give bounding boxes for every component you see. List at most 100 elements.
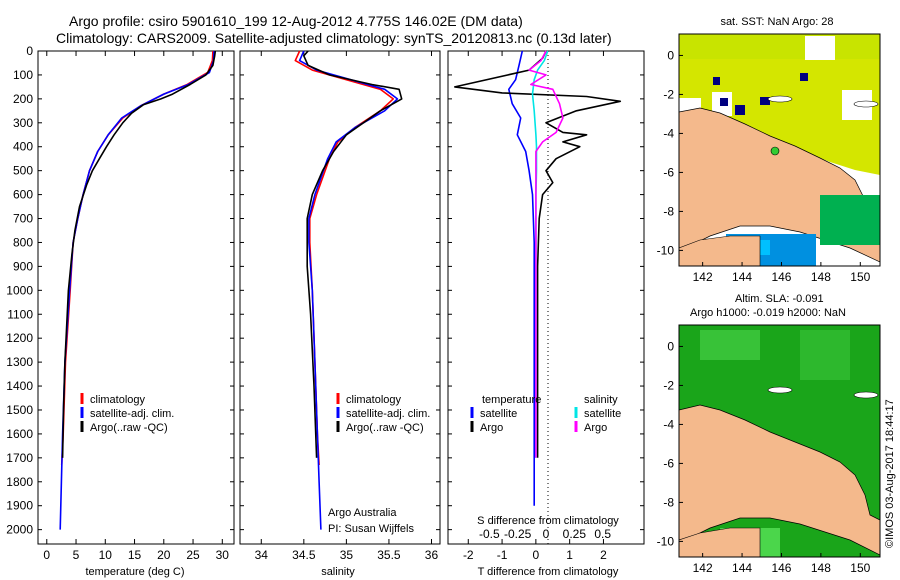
sst-map-title: sat. SST: NaN Argo: 28 (720, 16, 833, 28)
y-tick-label: 100 (13, 68, 33, 82)
y-tick-label: 1600 (6, 427, 33, 441)
x-tick-label: 0 (43, 548, 50, 562)
y-tick-label: 800 (13, 235, 33, 249)
map-x-tick-label: 148 (811, 270, 831, 284)
y-tick-label: 900 (13, 259, 33, 273)
x-tick-label: 34.5 (292, 548, 316, 562)
x-tick-label: 20 (157, 548, 171, 562)
map-y-tick-label: -6 (663, 456, 674, 470)
legend-label: satellite (584, 408, 621, 420)
plot-title-line1: Argo profile: csiro 5901610_199 12-Aug-2… (69, 13, 523, 29)
map-y-tick-label: -2 (663, 378, 674, 392)
y-tick-label: 2000 (6, 523, 33, 537)
x-tick-label: 35.5 (377, 548, 401, 562)
map-x-tick-label: 144 (732, 270, 752, 284)
map-x-tick-label: 146 (771, 270, 791, 284)
x-tick-label: 35 (340, 548, 354, 562)
legend-label: Argo(..raw -QC) (346, 422, 424, 434)
series-line-temperature-satellite (507, 50, 536, 506)
x-tick-label: 1 (566, 548, 573, 562)
series-line-argo-raw-qc- (61, 50, 217, 458)
sst-map: sat. SST: NaN Argo: 28 142 144 146 148 1 (657, 16, 881, 284)
difference-legend: temperature satellite Argo salinity satellit… (470, 394, 621, 434)
sla-land-australia (679, 527, 761, 557)
map-y-tick-label: 0 (667, 48, 674, 62)
map-x-tick-label: 144 (732, 561, 752, 575)
map-y-tick-label: -4 (663, 126, 674, 140)
y-tick-label: 1200 (6, 331, 33, 345)
x-top-tick-label: 0.25 (563, 527, 587, 541)
y-tick-label: 300 (13, 116, 33, 130)
sst-map-ticks: 142 144 146 148 150 0 -2 -4 -6 -8 -10 (657, 48, 871, 284)
sst-cold-cell (735, 105, 745, 115)
legend-label: Argo (584, 422, 607, 434)
map-y-tick-label: -4 (663, 417, 674, 431)
legend-label: satellite-adj. clim. (346, 408, 430, 420)
map-y-tick-label: -6 (663, 165, 674, 179)
x-tick-label: 15 (128, 548, 142, 562)
map-x-tick-label: 142 (693, 270, 713, 284)
legend-label: temperature (482, 394, 541, 406)
sst-band-north (679, 34, 880, 59)
map-y-tick-label: -10 (657, 243, 675, 257)
map-y-tick-label: -8 (663, 495, 674, 509)
map-y-tick-label: 0 (667, 339, 674, 353)
sla-map-title-line2: Argo h1000: -0.019 h2000: NaN (690, 307, 846, 319)
series-line-satellite-adj-clim- (59, 50, 215, 530)
temperature-panel: 0 5 10 15 20 25 300100200300400500600700800900… (6, 44, 235, 578)
y-tick-label: 1000 (6, 283, 33, 297)
y-tick-label: 1800 (6, 475, 33, 489)
temperature-legend: climatology satellite-adj. clim. Argo(..ra… (80, 393, 174, 434)
legend-label: climatology (346, 394, 402, 406)
series-line-satellite-adj-clim- (298, 50, 399, 530)
sst-cold-cell (720, 98, 728, 106)
salinity-annotation-pi: PI: Susan Wijffels (328, 523, 414, 535)
sla-light-patch (800, 330, 850, 380)
legend-label: Argo(..raw -QC) (90, 422, 168, 434)
temperature-series (59, 50, 217, 530)
x-tick-label: -1 (497, 548, 508, 562)
x-tick-label: 36 (425, 548, 439, 562)
sst-cold-cell (800, 73, 808, 81)
y-tick-label: 1100 (7, 307, 33, 321)
legend-label: salinity (584, 394, 618, 406)
salinity-annotation-owner: Argo Australia (328, 507, 397, 519)
salinity-ticks: 34 34.5 35 35.5 36 (240, 50, 440, 562)
map-x-tick-label: 146 (771, 561, 791, 575)
temperature-ticks: 0 5 10 15 20 25 300100200300400500600700800900… (6, 44, 234, 562)
x-tick-label: 34 (255, 548, 269, 562)
series-line-argo-raw-qc- (302, 50, 403, 458)
footer-credit: ©IMOS 03-Aug-2017 18:44:17 (884, 399, 896, 548)
temperature-plot-frame (37, 50, 235, 545)
difference-ticks: -2 -1 0 1 2-0.5 -0.25 0 0.25 0.5 (448, 50, 644, 562)
x-top-tick-label: 0 (543, 527, 550, 541)
salinity-xlabel: salinity (321, 566, 355, 578)
x-tick-label: -2 (463, 548, 474, 562)
map-x-tick-label: 142 (693, 561, 713, 575)
sla-map-field (679, 325, 880, 557)
sla-island (767, 386, 793, 394)
salinity-legend: climatology satellite-adj. clim. Argo(..ra… (336, 393, 430, 434)
sla-land-new-guinea (679, 404, 880, 556)
legend-label: satellite-adj. clim. (90, 408, 174, 420)
sst-cold-cell (713, 77, 720, 85)
map-x-tick-label: 150 (850, 270, 870, 284)
y-tick-label: 700 (13, 212, 33, 226)
y-tick-label: 1700 (6, 451, 33, 465)
difference-xlabel-top: S difference from climatology (477, 515, 619, 527)
sst-island (853, 100, 879, 108)
sla-map-frame (678, 324, 881, 558)
sst-land-australia (679, 235, 761, 266)
x-tick-label: 5 (73, 548, 80, 562)
x-tick-label: 30 (216, 548, 230, 562)
sla-island (853, 391, 879, 399)
y-tick-label: 0 (26, 44, 33, 58)
legend-label: Argo (480, 422, 503, 434)
difference-plot-frame (447, 50, 645, 545)
sst-missing-cell (805, 36, 835, 60)
y-tick-label: 1900 (6, 499, 33, 513)
sla-light-patch (700, 330, 760, 360)
y-tick-label: 200 (13, 92, 33, 106)
map-y-tick-label: -2 (663, 87, 674, 101)
sst-island (767, 95, 793, 103)
